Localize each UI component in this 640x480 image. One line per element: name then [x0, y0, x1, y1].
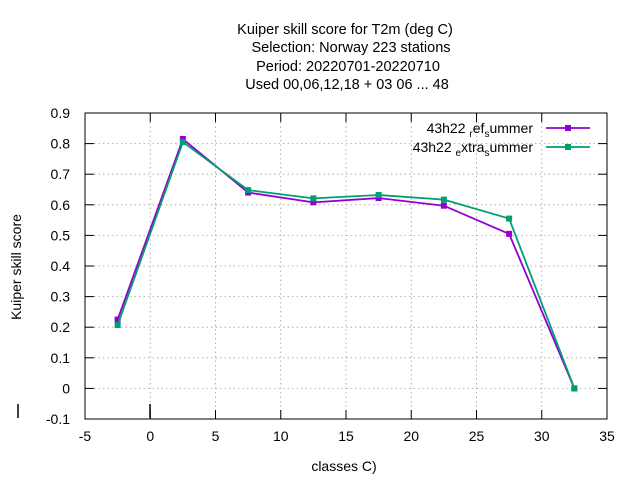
data-point [114, 322, 121, 329]
x-tick-label: 25 [469, 428, 485, 444]
y-tick-label: 0.7 [51, 166, 71, 182]
legend-marker-0 [565, 125, 571, 131]
series-layer [114, 136, 578, 392]
y-tick-label: 0.5 [51, 227, 71, 243]
y-tick-label: -0.1 [46, 411, 70, 427]
x-axis-label: classes C) [311, 458, 376, 474]
title-line-1: Kuiper skill score for T2m (deg C) [237, 22, 453, 38]
y-tick-label: 0.8 [51, 136, 71, 152]
title-line-4: Used 00,06,12,18 + 03 06 ... 48 [245, 77, 449, 93]
y-tick-label: 0.6 [51, 197, 71, 213]
y-tick-label: 0 [62, 380, 70, 396]
title-line-3: Period: 20220701-20220710 [256, 59, 440, 75]
data-point [179, 139, 186, 146]
series-line-1 [116, 140, 576, 389]
y-axis-label: Kuiper skill score [8, 214, 24, 320]
data-point [245, 187, 252, 194]
data-point [114, 316, 121, 323]
legend: 43h22 refsummer 43h22 extrasummer [413, 120, 590, 159]
data-point [375, 195, 382, 202]
data-point [440, 196, 447, 203]
y-tick-label: 0.2 [51, 319, 71, 335]
x-tick-label: -5 [79, 428, 92, 444]
x-tick-label: 35 [599, 428, 615, 444]
y-tick-label: 0.9 [51, 105, 71, 121]
data-point [179, 136, 186, 143]
data-point [310, 195, 317, 202]
data-point [506, 215, 513, 222]
data-point [440, 202, 447, 209]
x-tick-label: 30 [534, 428, 550, 444]
x-tick-labels: -5 0 5 10 15 20 25 30 35 [79, 428, 615, 444]
legend-label-ref: 43h22 refsummer [427, 120, 534, 140]
y-tick-label: 0.3 [51, 289, 71, 305]
data-point [506, 230, 513, 237]
y-tick-labels: -0.1 0 0.1 0.2 0.3 0.4 0.5 0.6 0.7 0.8 0.9 [46, 105, 70, 427]
data-point [310, 199, 317, 206]
grid [85, 113, 607, 419]
y-tick-label: 0.4 [51, 258, 71, 274]
series-line-0 [116, 137, 576, 389]
x-tick-label: 20 [403, 428, 419, 444]
chart-title: Kuiper skill score for T2m (deg C) Selec… [237, 22, 453, 93]
data-point [375, 192, 382, 199]
x-tick-label: 10 [273, 428, 289, 444]
title-line-2: Selection: Norway 223 stations [251, 40, 450, 56]
x-tick-label: 5 [212, 428, 220, 444]
legend-label-extra: 43h22 extrasummer [413, 139, 534, 159]
plot-frame [84, 112, 608, 420]
legend-marker-1 [565, 144, 571, 150]
x-tick-label: 15 [338, 428, 354, 444]
data-point [571, 385, 578, 392]
y-tick-label: 0.1 [51, 350, 71, 366]
x-tick-label: 0 [146, 428, 154, 444]
